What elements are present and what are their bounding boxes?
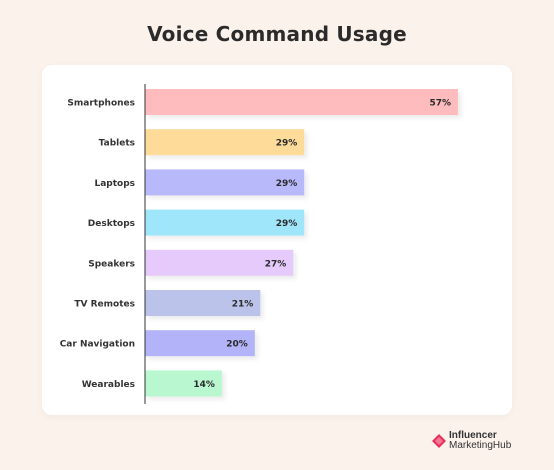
brand-line1: Influencer (449, 430, 497, 441)
bar-smartphones (145, 89, 458, 115)
value-label: 20% (226, 340, 248, 350)
value-label: 29% (276, 179, 298, 189)
category-label: Wearables (82, 380, 135, 390)
category-label: Tablets (99, 139, 135, 149)
bar-wearables (145, 370, 222, 397)
category-label: Laptops (94, 179, 135, 189)
value-label: 27% (265, 259, 287, 269)
bar-laptops (145, 169, 305, 196)
bar-tv-remotes (145, 290, 261, 316)
category-label: Desktops (88, 219, 135, 229)
bar-tablets (145, 129, 305, 156)
value-label: 29% (276, 139, 298, 149)
bar-speakers (145, 249, 294, 276)
bar-car-navigation (145, 330, 255, 357)
value-label: 57% (429, 99, 451, 109)
value-label: 21% (232, 300, 254, 310)
value-label: 14% (193, 380, 215, 390)
value-label: 29% (276, 219, 298, 229)
brand-logo: Influencer MarketingHub (432, 430, 542, 454)
category-label: Car Navigation (60, 340, 135, 350)
chart-title: Voice Command Usage (147, 22, 407, 46)
category-label: Speakers (88, 259, 135, 269)
brand-line2: MarketingHub (449, 440, 512, 451)
chart-card (42, 65, 512, 415)
brand-mark-icon (432, 434, 446, 448)
brand-name: Influencer MarketingHub (449, 431, 511, 451)
category-label: Smartphones (67, 99, 135, 109)
category-label: TV Remotes (74, 300, 135, 310)
bar-desktops (145, 209, 305, 236)
